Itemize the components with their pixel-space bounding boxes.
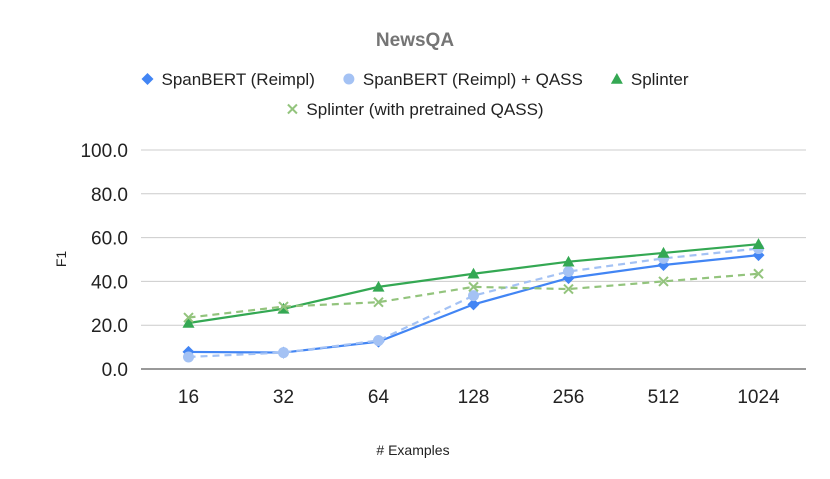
data-point-marker [658, 276, 669, 287]
data-point-marker [562, 255, 575, 267]
data-point-marker [183, 312, 194, 323]
x-marker-stroke [183, 312, 194, 323]
x-marker-stroke [373, 296, 384, 308]
legend-item-2: SpanBERT (Reimpl) + QASS [343, 70, 583, 89]
x-tick-label: 16 [178, 387, 199, 408]
y-tick-label: 0.0 [102, 360, 128, 381]
legend-label: Splinter [631, 70, 689, 89]
data-point-marker [278, 301, 289, 312]
x-marker-stroke [658, 276, 669, 287]
x-tick-label: 1024 [737, 387, 780, 408]
data-point-marker [657, 246, 670, 258]
legend-marker [343, 73, 355, 85]
x-axis-ticks: 16 32 64 128 256 512 1024 [178, 387, 780, 408]
data-point-marker [467, 267, 480, 279]
data-point-marker [467, 298, 480, 311]
series-2 [183, 243, 764, 363]
data-point-marker [753, 268, 764, 279]
y-tick-label: 20.0 [91, 316, 128, 337]
x-marker-stroke [287, 103, 298, 115]
y-tick-label: 60.0 [91, 229, 128, 250]
x-marker-stroke [563, 283, 574, 295]
x-tick-label: 64 [368, 387, 390, 408]
data-point-marker [468, 281, 479, 293]
series-3 [182, 238, 765, 328]
data-point-marker [182, 317, 195, 328]
chart-legend: SpanBERT (Reimpl) SpanBERT (Reimpl) + QAS… [141, 70, 689, 119]
data-point-marker [372, 280, 385, 292]
legend-marker [141, 73, 154, 85]
data-point-marker [373, 296, 384, 308]
y-tick-label: 40.0 [91, 272, 128, 293]
x-marker-stroke [753, 268, 764, 279]
data-point-marker [183, 351, 194, 363]
series-group [182, 238, 765, 363]
data-point-marker [752, 238, 765, 249]
y-axis-label: F1 [53, 251, 69, 268]
series-4 [183, 268, 764, 323]
legend-item-1: SpanBERT (Reimpl) [141, 70, 315, 89]
x-marker-stroke [468, 281, 479, 293]
legend-label: SpanBERT (Reimpl) + QASS [363, 70, 583, 89]
legend-marker [287, 103, 298, 115]
data-point-marker [563, 266, 574, 278]
data-point-marker [278, 347, 289, 359]
x-tick-label: 32 [273, 387, 294, 408]
legend-label: SpanBERT (Reimpl) [161, 70, 314, 89]
data-point-marker [563, 283, 574, 295]
x-axis-label: # Examples [376, 442, 449, 458]
series-line [188, 243, 759, 325]
series-1 [182, 249, 765, 359]
data-point-marker [373, 335, 384, 347]
legend-item-4: Splinter (with pretrained QASS) [287, 100, 544, 119]
y-tick-label: 100.0 [80, 141, 128, 162]
x-tick-label: 512 [648, 387, 680, 408]
y-axis-ticks: 0.0 20.0 40.0 60.0 80.0 100.0 [80, 141, 128, 381]
legend-marker [610, 73, 623, 84]
x-marker-stroke [278, 301, 289, 312]
gridlines [141, 149, 806, 370]
x-tick-label: 128 [458, 387, 490, 408]
legend-label: Splinter (with pretrained QASS) [306, 100, 543, 119]
data-point-marker [468, 290, 479, 302]
chart-title: NewsQA [376, 30, 454, 51]
legend-item-3: Splinter [610, 70, 689, 89]
x-tick-label: 256 [553, 387, 585, 408]
y-tick-label: 80.0 [91, 185, 128, 206]
